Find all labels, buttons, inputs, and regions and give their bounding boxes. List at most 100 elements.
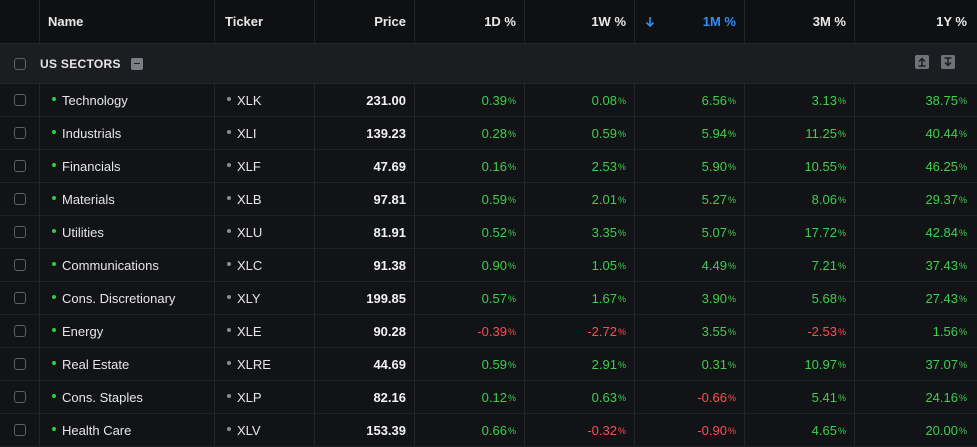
status-dot-icon [52,328,56,332]
row-checkbox[interactable] [13,292,26,304]
status-dot-icon [52,229,56,233]
sector-name-cell[interactable]: Cons. Staples [40,381,215,413]
collapse-group-icon[interactable] [130,57,143,70]
table-row[interactable]: Materials XLB 97.81 0.59% 2.01% 5.27% 8.06% 29.… [0,183,977,216]
change-cell-w1: 2.01% [525,183,635,215]
row-checkbox[interactable] [13,424,26,436]
percent-sign: % [727,426,736,436]
table-row[interactable]: Technology XLK 231.00 0.39% 0.08% 6.56% 3.13% 3… [0,84,977,117]
sector-name-cell[interactable]: Energy [40,315,215,347]
ticker-cell[interactable]: XLF [215,150,315,182]
percent-sign: % [507,426,516,436]
ticker-cell[interactable]: XLU [215,216,315,248]
table-row[interactable]: Energy XLE 90.28 -0.39% -2.72% 3.55% -2.53% 1.5… [0,315,977,348]
percent-sign: % [958,393,967,403]
ticker-cell[interactable]: XLK [215,84,315,116]
change-value: 0.63 [591,389,617,405]
ticker-cell[interactable]: XLE [215,315,315,347]
sector-name: Technology [62,92,128,108]
sector-name-cell[interactable]: Technology [40,84,215,116]
change-value: 8.06 [811,191,837,207]
change-value: 5.68 [811,290,837,306]
row-checkbox[interactable] [13,160,26,172]
table-row[interactable]: Utilities XLU 81.91 0.52% 3.35% 5.07% 17.72% 42… [0,216,977,249]
sector-name-cell[interactable]: Real Estate [40,348,215,380]
ticker-cell[interactable]: XLV [215,414,315,446]
ticker-cell[interactable]: XLY [215,282,315,314]
percent-sign: % [958,294,967,304]
row-checkbox[interactable] [13,259,26,271]
percent-sign: % [958,327,967,337]
sector-name-cell[interactable]: Utilities [40,216,215,248]
table-row[interactable]: Industrials XLI 139.23 0.28% 0.59% 5.94% 11.25… [0,117,977,150]
ticker-cell[interactable]: XLB [215,183,315,215]
table-row[interactable]: Cons. Discretionary XLY 199.85 0.57% 1.67% 3.… [0,282,977,315]
change-cell-d1: 0.59% [415,348,525,380]
change-cell-y1: 38.75% [855,84,977,116]
table-row[interactable]: Communications XLC 91.38 0.90% 1.05% 4.49% 7.2… [0,249,977,282]
sector-name: Health Care [62,422,132,438]
change-cell-w1: 1.05% [525,249,635,281]
percent-sign: % [507,261,516,271]
percent-sign: % [507,228,516,238]
row-checkbox[interactable] [13,226,26,238]
column-header-1d[interactable]: 1D % [415,0,525,43]
percent-sign: % [727,360,736,370]
price-cell: 44.69 [315,348,415,380]
change-value: 40.44 [925,125,958,141]
change-cell-d1: 0.90% [415,249,525,281]
column-header-ticker[interactable]: Ticker [215,0,315,43]
change-value: 37.07 [925,356,958,372]
row-checkbox[interactable] [13,94,26,106]
change-cell-m3: 17.72% [745,216,855,248]
row-select-cell [0,117,40,149]
ticker-cell[interactable]: XLRE [215,348,315,380]
sector-name-cell[interactable]: Industrials [40,117,215,149]
percent-sign: % [507,294,516,304]
row-checkbox[interactable] [13,325,26,337]
change-value: 0.08 [591,92,617,108]
row-checkbox[interactable] [13,391,26,403]
price-cell: 47.69 [315,150,415,182]
change-value: -0.66 [697,389,727,405]
group-checkbox[interactable] [14,57,26,70]
ticker-symbol: XLB [237,191,262,207]
table-row[interactable]: Real Estate XLRE 44.69 0.59% 2.91% 0.31% 10.97… [0,348,977,381]
move-down-icon[interactable] [941,55,955,69]
column-header-name[interactable]: Name [40,0,215,43]
ticker-cell[interactable]: XLI [215,117,315,149]
ticker-cell[interactable]: XLP [215,381,315,413]
column-header-1m[interactable]: 1M % [635,0,745,43]
row-select-cell [0,381,40,413]
column-header-3m[interactable]: 3M % [745,0,855,43]
table-row[interactable]: Health Care XLV 153.39 0.66% -0.32% -0.90% 4.6… [0,414,977,447]
sector-name-cell[interactable]: Financials [40,150,215,182]
percent-sign: % [507,96,516,106]
row-checkbox[interactable] [13,358,26,370]
sector-name: Energy [62,323,104,339]
column-header-1w[interactable]: 1W % [525,0,635,43]
change-value: 0.12 [481,389,507,405]
sector-name-cell[interactable]: Materials [40,183,215,215]
ticker-dot-icon [227,130,231,134]
percent-sign: % [958,261,967,271]
column-header-1y[interactable]: 1Y % [936,14,967,29]
sector-name-cell[interactable]: Communications [40,249,215,281]
percent-sign: % [958,129,967,139]
row-checkbox[interactable] [13,193,26,205]
column-header-price[interactable]: Price [315,0,415,43]
table-row[interactable]: Cons. Staples XLP 82.16 0.12% 0.63% -0.66% 5.4… [0,381,977,414]
percent-sign: % [837,393,846,403]
status-dot-icon [52,394,56,398]
table-row[interactable]: Financials XLF 47.69 0.16% 2.53% 5.90% 10.55% 4… [0,150,977,183]
sector-name-cell[interactable]: Health Care [40,414,215,446]
change-value: 2.91 [591,356,617,372]
row-select-cell [0,249,40,281]
percent-sign: % [617,162,626,172]
sector-name-cell[interactable]: Cons. Discretionary [40,282,215,314]
row-checkbox[interactable] [13,127,26,139]
sector-name: Utilities [62,224,104,240]
move-up-icon[interactable] [915,55,929,69]
ticker-cell[interactable]: XLC [215,249,315,281]
ticker-symbol: XLU [237,224,263,240]
